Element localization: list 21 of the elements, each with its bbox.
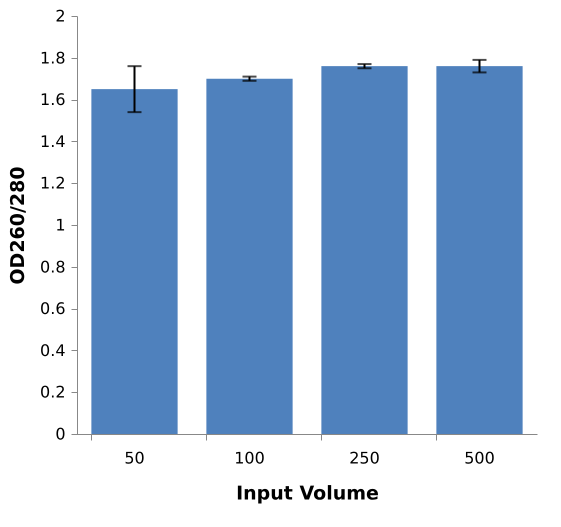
y-tick-label: 0.2	[40, 382, 66, 402]
bar	[321, 66, 408, 434]
y-tick-label: 0.4	[40, 340, 66, 360]
y-tick-label: 0.6	[40, 299, 66, 318]
y-axis-title: OD260/280	[7, 166, 30, 285]
y-tick-label: 1.2	[40, 174, 66, 193]
x-tick-label: 100	[234, 448, 265, 468]
y-tick-label: 1	[55, 216, 66, 234]
bar	[91, 89, 178, 434]
y-tick-label: 0.8	[40, 257, 66, 276]
y-tick-label: 1.4	[40, 132, 66, 151]
y-tick-label: 1.8	[40, 48, 66, 68]
y-tick-label: 1.6	[40, 90, 66, 110]
y-tick-label: 0	[55, 424, 66, 444]
bar	[206, 78, 293, 434]
y-tick-label: 2	[55, 6, 66, 26]
x-axis-title: Input Volume	[236, 482, 379, 504]
x-tick-label: 50	[124, 448, 145, 468]
bar	[436, 66, 523, 434]
x-tick-label: 500	[464, 448, 495, 468]
x-tick-label: 250	[349, 448, 380, 468]
